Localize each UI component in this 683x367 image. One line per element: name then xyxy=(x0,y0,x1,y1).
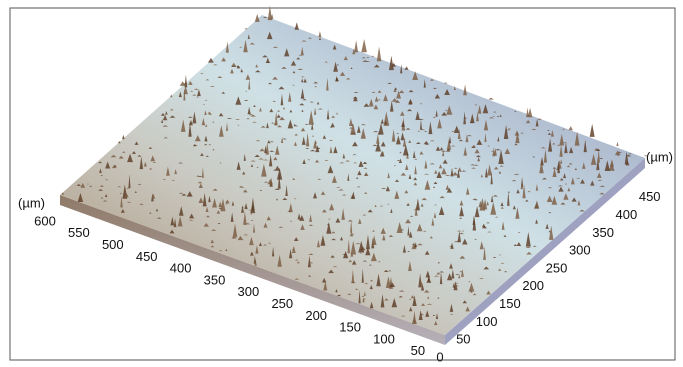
left-axis-tick-label: 450 xyxy=(136,249,158,264)
surface-plot: (µm) (µm) 600550500450400350300250200150… xyxy=(0,0,683,367)
right-axis-tick-label: 350 xyxy=(592,225,614,240)
spike xyxy=(526,108,529,117)
spike xyxy=(463,84,467,95)
left-axis-tick-label: 150 xyxy=(339,320,361,335)
left-axis-tick-label: 550 xyxy=(68,225,90,240)
spike xyxy=(295,22,299,29)
right-axis-tick-label: 100 xyxy=(476,314,498,329)
right-axis-tick-label: 150 xyxy=(499,296,521,311)
right-axis-tick-label: 200 xyxy=(522,278,544,293)
spike xyxy=(616,142,618,146)
spike xyxy=(404,66,408,69)
spike xyxy=(590,124,595,137)
spike xyxy=(569,126,573,130)
left-axis-tick-label: 50 xyxy=(411,343,425,358)
right-axis-tick-label: 0 xyxy=(436,349,443,364)
right-axis-tick-label: 400 xyxy=(616,207,638,222)
left-axis-tick-label: 350 xyxy=(204,272,226,287)
left-axis-tick-label: 200 xyxy=(305,308,327,323)
right-axis-tick-label: 450 xyxy=(639,189,661,204)
right-axis-tick-label: 250 xyxy=(546,260,568,275)
right-axis-tick-label: 50 xyxy=(456,332,470,347)
left-axis-tick-label: 600 xyxy=(34,213,56,228)
spike xyxy=(318,31,321,37)
spike xyxy=(354,40,358,52)
spike xyxy=(489,98,494,100)
right-axis-unit: (µm) xyxy=(646,149,673,164)
left-axis-tick-label: 100 xyxy=(373,331,395,346)
left-axis-unit: (µm) xyxy=(18,195,45,210)
spike xyxy=(377,46,382,61)
left-axis-tick-label: 400 xyxy=(170,261,192,276)
right-axis-tick-label: 300 xyxy=(569,243,591,258)
left-axis-tick-label: 500 xyxy=(102,237,124,252)
spike xyxy=(361,39,367,52)
surface xyxy=(60,15,645,335)
spike xyxy=(122,135,125,140)
spike xyxy=(444,82,448,83)
left-axis-tick-label: 250 xyxy=(271,296,293,311)
left-axis-tick-label: 300 xyxy=(238,284,260,299)
